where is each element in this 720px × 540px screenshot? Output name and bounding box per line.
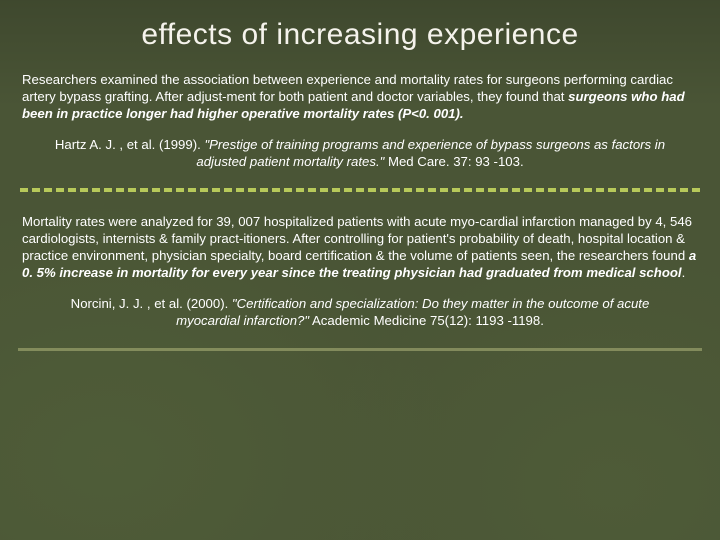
citation-1: Hartz A. J. , et al. (1999). "Prestige o…	[18, 137, 702, 171]
dashed-divider	[20, 188, 700, 192]
citation-2: Norcini, J. J. , et al. (2000). "Certifi…	[18, 296, 702, 330]
para2-tail: .	[682, 265, 686, 280]
cite2-authors: Norcini, J. J. , et al. (2000).	[71, 296, 232, 311]
slide-title: effects of increasing experience	[18, 18, 702, 52]
para2-text: Mortality rates were analyzed for 39, 00…	[22, 214, 692, 263]
cite2-source: Academic Medicine 75(12): 1193 -1198.	[309, 313, 544, 328]
paragraph-1: Researchers examined the association bet…	[18, 72, 702, 123]
cite1-source: Med Care. 37: 93 -103.	[384, 154, 523, 169]
slide-container: effects of increasing experience Researc…	[0, 0, 720, 540]
paragraph-2: Mortality rates were analyzed for 39, 00…	[18, 214, 702, 282]
solid-divider	[18, 348, 702, 351]
cite1-authors: Hartz A. J. , et al. (1999).	[55, 137, 205, 152]
